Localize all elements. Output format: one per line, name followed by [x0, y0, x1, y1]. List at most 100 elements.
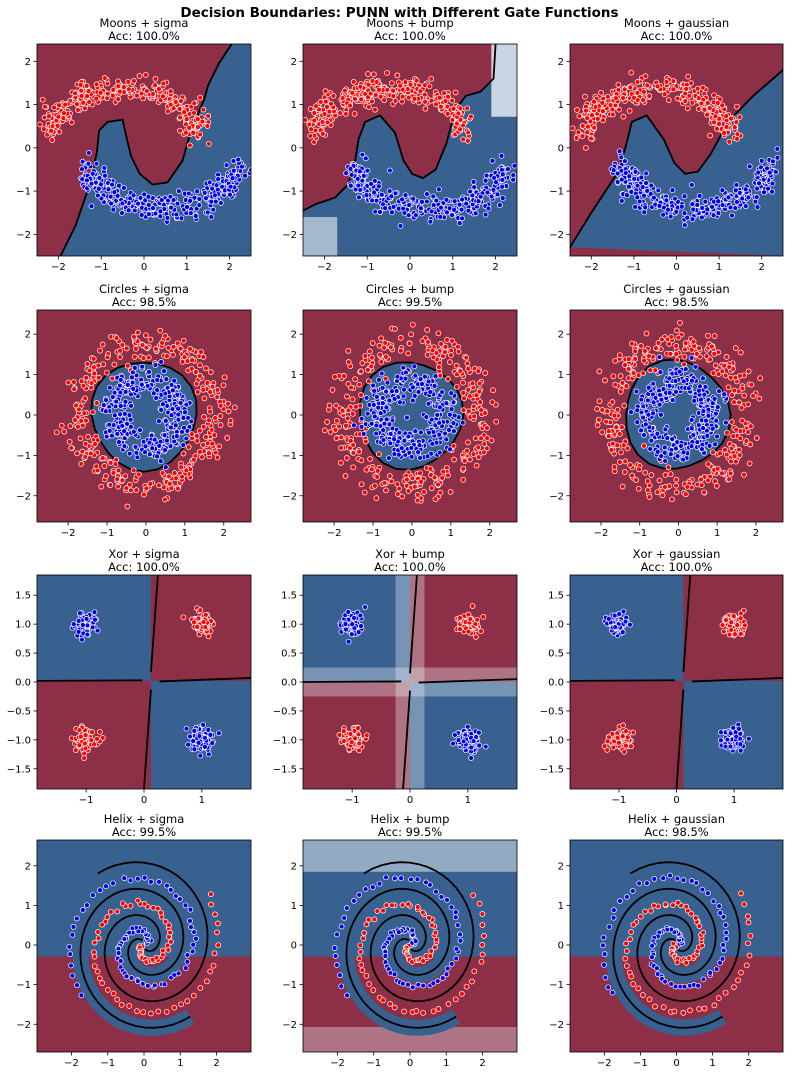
- red-point: [348, 384, 354, 391]
- red-point: [150, 91, 156, 97]
- blue-point: [167, 887, 174, 893]
- red-point: [609, 730, 616, 737]
- blue-point: [673, 445, 679, 452]
- red-point: [207, 408, 213, 415]
- blue-point: [711, 395, 718, 402]
- red-point: [445, 376, 451, 382]
- blue-point: [332, 953, 339, 959]
- data-points: [37, 72, 251, 225]
- red-point: [214, 394, 221, 400]
- decision-boundary: [37, 679, 143, 682]
- blue-point: [188, 924, 194, 930]
- red-point: [71, 386, 77, 393]
- red-point: [82, 105, 88, 112]
- blue-point: [125, 207, 132, 214]
- blue-point: [161, 981, 168, 988]
- y-tick-label: 0.0: [548, 678, 564, 689]
- red-point: [183, 467, 190, 474]
- red-point: [584, 115, 591, 121]
- red-point: [690, 338, 697, 345]
- decision-boundary: [682, 575, 692, 673]
- red-point: [728, 458, 734, 465]
- red-point: [681, 361, 688, 368]
- red-point: [684, 483, 691, 490]
- red-point: [484, 425, 490, 431]
- red-point: [93, 95, 100, 102]
- red-point: [727, 374, 734, 381]
- blue-point: [425, 400, 432, 407]
- red-point: [191, 456, 197, 463]
- blue-point: [132, 364, 138, 371]
- blue-point: [709, 204, 715, 210]
- blue-point: [163, 376, 170, 382]
- red-point: [460, 407, 467, 414]
- red-point: [642, 73, 649, 79]
- red-point: [37, 121, 43, 128]
- blue-point: [162, 417, 169, 424]
- blue-point: [191, 194, 198, 201]
- red-point: [467, 616, 474, 622]
- blue-point: [101, 165, 108, 171]
- red-point: [338, 434, 345, 441]
- subplot-title: Helix + bump: [371, 812, 450, 826]
- red-point: [104, 354, 111, 361]
- blue-point: [206, 179, 213, 186]
- y-tick-label: 1.5: [281, 591, 297, 602]
- blue-point: [356, 194, 362, 201]
- red-point: [576, 113, 583, 119]
- red-point: [397, 335, 404, 341]
- red-point: [696, 345, 702, 352]
- blue-point: [157, 213, 164, 220]
- red-point: [670, 86, 677, 93]
- y-tick-label: 2: [291, 57, 297, 68]
- blue-point: [626, 183, 632, 190]
- red-point: [731, 399, 737, 405]
- red-point: [166, 922, 172, 929]
- red-point: [358, 392, 364, 398]
- red-point: [171, 1004, 178, 1011]
- blue-point: [400, 393, 407, 400]
- blue-point: [616, 148, 623, 155]
- red-point: [377, 93, 384, 100]
- blue-point: [189, 948, 196, 955]
- blue-point: [713, 417, 720, 424]
- blue-point: [666, 382, 673, 389]
- red-point: [329, 387, 336, 393]
- blue-point: [754, 185, 760, 192]
- blue-point: [389, 388, 395, 395]
- blue-point: [410, 384, 416, 391]
- blue-point: [483, 172, 490, 179]
- blue-point: [404, 414, 410, 421]
- blue-point: [395, 929, 402, 936]
- red-point: [444, 337, 450, 343]
- red-point: [714, 125, 720, 132]
- red-point: [682, 90, 688, 97]
- blue-point: [156, 879, 162, 885]
- blue-point: [212, 192, 218, 199]
- red-point: [200, 106, 207, 113]
- red-point: [634, 90, 641, 96]
- blue-point: [170, 197, 177, 203]
- blue-point: [669, 187, 676, 194]
- red-point: [202, 611, 209, 618]
- blue-point: [636, 198, 643, 205]
- blue-point: [423, 198, 430, 205]
- red-point: [468, 113, 474, 120]
- red-point: [188, 365, 195, 372]
- red-point: [79, 422, 86, 429]
- red-point: [179, 473, 185, 480]
- red-point: [91, 953, 98, 960]
- y-tick-label: 1: [291, 100, 297, 111]
- red-point: [407, 81, 414, 88]
- axes-frame: [36, 309, 252, 523]
- x-tick-label: −2: [61, 528, 76, 539]
- red-point: [372, 482, 378, 489]
- x-tick-label: 2: [213, 1058, 219, 1069]
- blue-point: [174, 391, 181, 398]
- blue-point: [138, 212, 145, 218]
- red-point: [368, 363, 375, 370]
- red-point: [455, 348, 462, 355]
- red-point: [609, 399, 616, 405]
- red-point: [96, 374, 102, 381]
